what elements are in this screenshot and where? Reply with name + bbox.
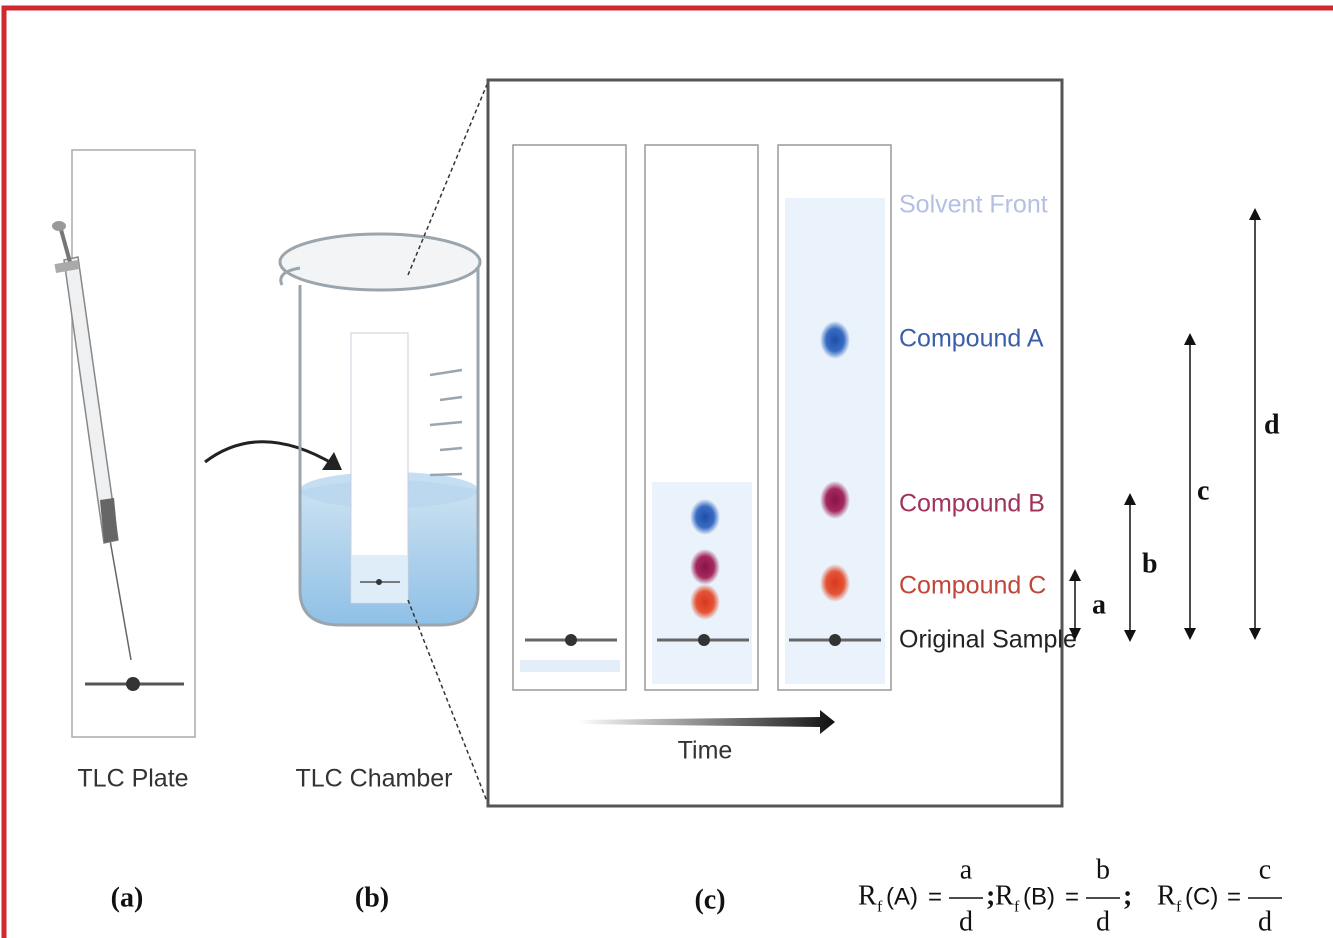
rf-symbol: R — [858, 880, 877, 911]
rf-numerator: c — [1259, 854, 1271, 885]
rf-subscript: f — [1176, 899, 1182, 916]
panel-a: TLC Plate (a) — [52, 149, 196, 913]
rf-denominator: d — [1096, 906, 1110, 937]
plate — [512, 144, 627, 691]
distance-label: a — [1092, 589, 1106, 620]
rf-equals: = — [1065, 883, 1079, 910]
time-label: Time — [678, 737, 733, 765]
arrow-head — [322, 452, 342, 470]
distance-label: c — [1197, 475, 1209, 506]
panel-tag: (b) — [355, 882, 389, 913]
rf-denominator: d — [1258, 906, 1272, 937]
transfer-arrow — [204, 440, 336, 467]
rf-argument: (B) — [1023, 883, 1055, 910]
plate-label: Compound B — [899, 490, 1045, 518]
plate-label: Original Sample — [899, 626, 1077, 654]
rf-subscript: f — [877, 899, 883, 916]
rf-numerator: a — [960, 854, 973, 885]
separator: ; — [986, 880, 995, 911]
caption: TLC Plate — [77, 765, 188, 793]
plate-label: Compound C — [899, 572, 1046, 600]
plate-label: Solvent Front — [899, 191, 1048, 219]
syringe — [52, 221, 132, 661]
sample-dot — [126, 677, 140, 691]
rf-equals: = — [928, 883, 942, 910]
caption: TLC Chamber — [296, 765, 453, 793]
beaker-body — [298, 260, 480, 627]
frame — [1, 5, 1333, 938]
zoom-line — [407, 599, 489, 805]
rf-symbol: R — [995, 880, 1014, 911]
distance-label: d — [1264, 409, 1280, 440]
panel-b: TLC Chamber (b) — [278, 232, 482, 913]
rf-argument: (A) — [886, 883, 918, 910]
time-arrow — [578, 710, 835, 734]
rf-numerator: b — [1096, 854, 1110, 885]
rf-subscript: f — [1014, 899, 1020, 916]
rf-symbol: R — [1157, 880, 1176, 911]
rf-equals: = — [1227, 883, 1241, 910]
panel-c: Solvent Front Compound A Compound B Comp… — [486, 78, 1077, 915]
separator: ; — [1123, 880, 1132, 911]
plate-label: Compound A — [899, 325, 1044, 353]
spots — [690, 321, 850, 620]
panel-tag: (a) — [111, 882, 144, 913]
beaker-rim — [278, 232, 482, 292]
rf-argument: (C) — [1185, 883, 1218, 910]
panel-tag: (c) — [694, 884, 725, 915]
distance-label: b — [1142, 548, 1158, 579]
rf-denominator: d — [959, 906, 973, 937]
